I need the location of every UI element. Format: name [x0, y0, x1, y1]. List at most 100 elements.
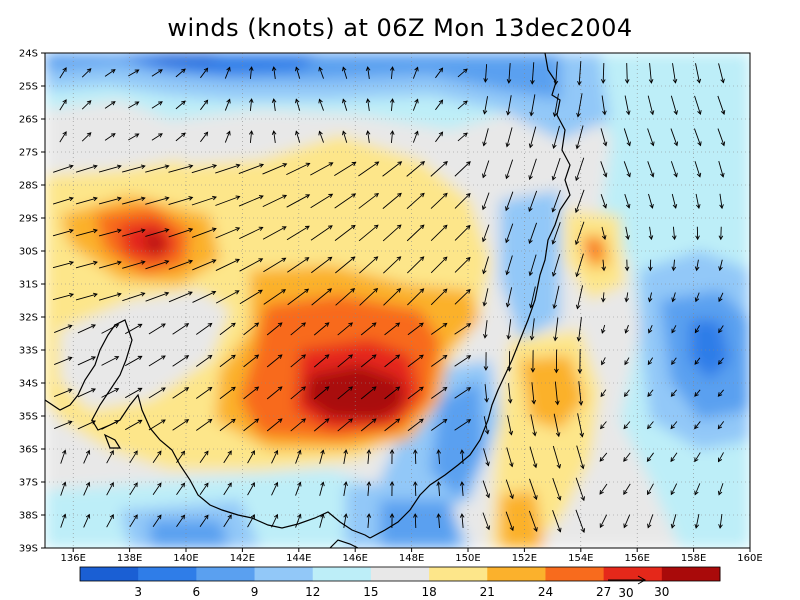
wind-arrow	[266, 418, 283, 432]
wind-arrow	[271, 130, 277, 144]
colorbar-label: 3	[134, 585, 142, 599]
wind-arrow	[219, 354, 236, 368]
plot-frame	[44, 52, 751, 549]
wind-arrow	[719, 193, 724, 210]
wind-arrow	[286, 194, 311, 208]
wind-arrow	[215, 163, 241, 174]
wind-arrow	[623, 483, 631, 495]
wind-arrow	[125, 323, 143, 335]
colorbar	[79, 566, 721, 582]
lon-label: 140E	[173, 553, 198, 564]
wind-arrow	[81, 132, 92, 142]
wind-arrow	[247, 514, 255, 528]
wind-arrow	[384, 354, 401, 368]
wind-arrow	[98, 196, 122, 205]
wind-arrow	[459, 481, 465, 497]
wind-arrow	[483, 320, 488, 339]
wind-arrow	[552, 445, 561, 469]
wind-arrow	[75, 196, 98, 205]
wind-arrow	[600, 128, 608, 147]
wind-arrow	[81, 68, 92, 78]
wind-arrow	[219, 322, 236, 336]
wind-arrow	[319, 449, 325, 464]
wind-arrow	[671, 193, 678, 209]
wind-arrow	[623, 514, 631, 529]
wind-arrow	[507, 415, 514, 436]
wind-arrow	[172, 323, 190, 335]
wind-arrow	[407, 322, 424, 336]
wind-arrow	[77, 420, 96, 430]
wind-arrow	[318, 130, 324, 143]
wind-arrow	[106, 482, 114, 496]
wind-arrow	[624, 292, 630, 303]
wind-arrow	[125, 355, 143, 367]
wind-arrow	[412, 98, 419, 111]
wind-arrow	[122, 196, 146, 205]
wind-arrow	[337, 418, 354, 432]
wind-arrow	[551, 190, 561, 213]
wind-arrow	[454, 192, 471, 209]
wind-arrow	[671, 325, 677, 334]
lat-label: 24S	[19, 49, 38, 60]
wind-arrow	[104, 69, 116, 77]
wind-arrow	[238, 163, 265, 174]
wind-arrow	[219, 386, 236, 400]
wind-arrow	[101, 356, 120, 366]
wind-arrow	[106, 514, 114, 528]
wind-arrow	[200, 99, 209, 111]
wind-arrow	[148, 419, 166, 431]
wind-arrow	[718, 63, 725, 84]
wind-arrow	[199, 450, 209, 464]
colorbar-labels: 3 6 9 12 15 18 21 24 27 30	[134, 585, 669, 599]
wind-arrow	[271, 481, 279, 496]
wind-arrow	[196, 418, 213, 431]
colorbar-swatch	[138, 567, 197, 581]
wind-arrow	[505, 255, 513, 276]
wind-arrow	[383, 288, 402, 306]
lon-label: 160E	[737, 553, 762, 564]
wind-arrow	[600, 63, 606, 84]
wind-arrow	[271, 513, 279, 528]
lat-label: 36S	[19, 445, 38, 456]
wind-arrow	[505, 127, 513, 148]
wind-arrow	[389, 66, 395, 80]
lat-label: 32S	[19, 313, 38, 324]
wind-arrow	[358, 224, 379, 242]
wind-arrow	[334, 193, 357, 209]
wind-arrow	[151, 101, 163, 109]
wind-arrow	[224, 98, 231, 111]
wind-arrow	[694, 421, 701, 430]
wind-arrow	[454, 419, 472, 431]
wind-arrow	[152, 450, 162, 464]
wind-arrow	[192, 259, 217, 271]
wind-arrow	[382, 192, 402, 209]
latitude-labels: 24S 25S 26S 27S 28S 29S 30S 31S 32S 33S 34S 35S 36S 3…	[19, 49, 45, 555]
wind-arrow	[248, 98, 254, 112]
wind-arrow	[52, 196, 74, 205]
wind-arrow	[168, 227, 194, 238]
wind-arrow	[407, 386, 424, 400]
wind-arrow	[389, 449, 395, 465]
wind-arrow	[337, 354, 354, 368]
wind-arrow	[104, 133, 116, 141]
wind-arrow	[60, 481, 67, 496]
wind-arrow	[530, 62, 535, 85]
wind-arrow	[576, 317, 582, 342]
wind-arrow	[528, 254, 537, 277]
coastline	[45, 53, 571, 548]
wind-arrow	[145, 196, 170, 205]
wind-arrow	[528, 126, 537, 149]
wind-arrow	[623, 128, 631, 147]
wind-arrow	[407, 418, 424, 432]
wind-arrow	[575, 509, 586, 534]
wind-arrow	[601, 95, 607, 116]
wind-arrow	[104, 101, 116, 109]
wind-arrow	[578, 381, 584, 406]
wind-arrow	[671, 259, 677, 272]
wind-arrow	[266, 354, 283, 368]
wind-arrow	[529, 286, 536, 309]
wind-arrow	[199, 482, 209, 496]
wind-arrow	[383, 256, 402, 274]
wind-arrow	[215, 227, 241, 239]
lat-label: 30S	[19, 247, 38, 258]
